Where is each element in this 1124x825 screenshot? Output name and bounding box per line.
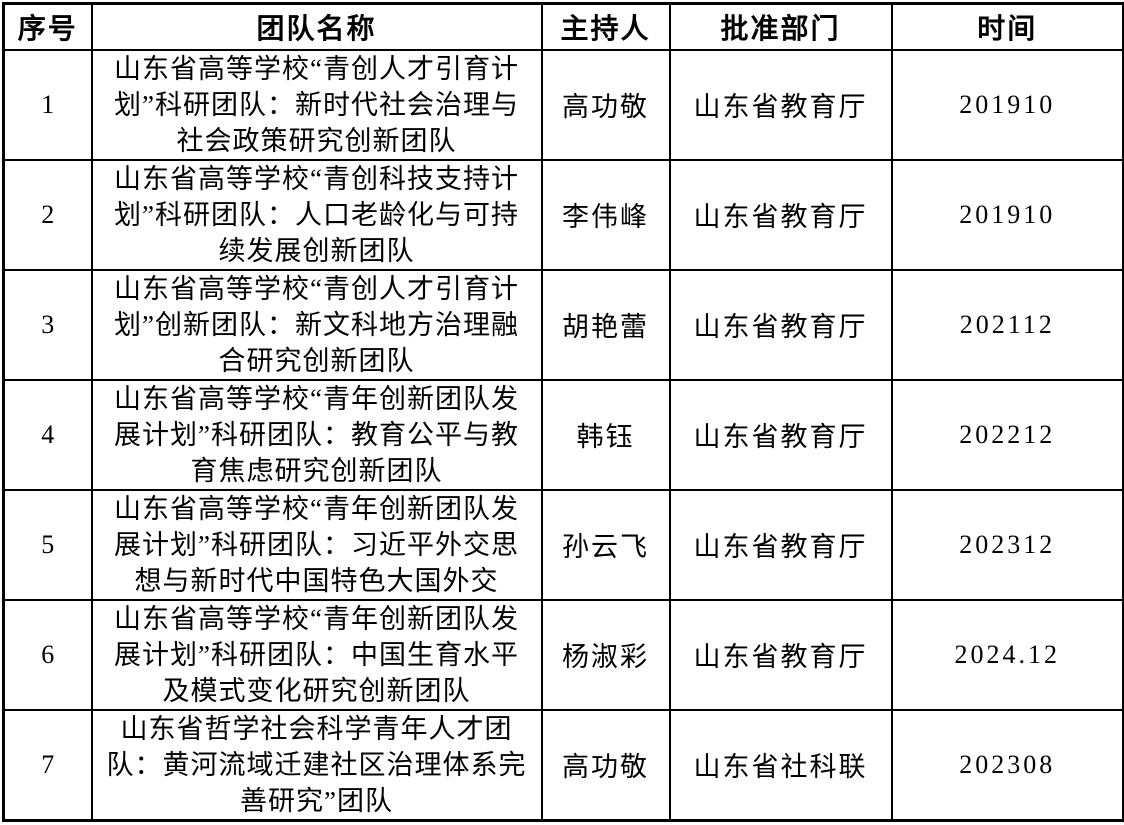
department-cell: 山东省教育厅 (668, 378, 893, 491)
header-leader: 主持人 (540, 2, 671, 51)
table-row: 2 山东省高等学校“青创科技支持计 划”科研团队：人口老龄化与可持 续发展创新团… (2, 158, 1124, 271)
time-cell: 202308 (890, 708, 1124, 821)
header-row: 序号 团队名称 主持人 批准部门 时间 (2, 2, 1124, 51)
table-row: 4 山东省高等学校“青年创新团队发 展计划”科研团队：教育公平与教 育焦虑研究创… (2, 378, 1124, 491)
header-team-name: 团队名称 (90, 2, 543, 51)
department-cell: 山东省教育厅 (668, 488, 893, 601)
seq-cell: 4 (2, 378, 93, 491)
time-cell: 201910 (890, 158, 1124, 271)
leader-cell: 胡艳蕾 (540, 268, 671, 381)
seq-cell: 1 (2, 48, 93, 161)
team-name-cell: 山东省高等学校“青年创新团队发 展计划”科研团队：教育公平与教 育焦虑研究创新团… (90, 378, 543, 491)
seq-cell: 2 (2, 158, 93, 271)
time-cell: 202212 (890, 378, 1124, 491)
leader-cell: 孙云飞 (540, 488, 671, 601)
team-name-cell: 山东省高等学校“青创人才引育计 划”科研团队：新时代社会治理与 社会政策研究创新… (90, 48, 543, 161)
team-name-cell: 山东省高等学校“青创人才引育计 划”创新团队：新文科地方治理融 合研究创新团队 (90, 268, 543, 381)
department-cell: 山东省教育厅 (668, 598, 893, 711)
header-time: 时间 (890, 2, 1124, 51)
time-cell: 2024.12 (890, 598, 1124, 711)
leader-cell: 李伟峰 (540, 158, 671, 271)
team-name-cell: 山东省高等学校“青年创新团队发 展计划”科研团队：中国生育水平 及模式变化研究创… (90, 598, 543, 711)
header-seq: 序号 (2, 2, 93, 51)
seq-cell: 3 (2, 268, 93, 381)
leader-cell: 高功敬 (540, 708, 671, 821)
header-department: 批准部门 (668, 2, 893, 51)
table-row: 6 山东省高等学校“青年创新团队发 展计划”科研团队：中国生育水平 及模式变化研… (2, 598, 1124, 711)
time-cell: 201910 (890, 48, 1124, 161)
leader-cell: 高功敬 (540, 48, 671, 161)
time-cell: 202312 (890, 488, 1124, 601)
team-name-cell: 山东省哲学社会科学青年人才团 队：黄河流域迁建社区治理体系完 善研究”团队 (90, 708, 543, 821)
team-name-cell: 山东省高等学校“青年创新团队发 展计划”科研团队：习近平外交思 想与新时代中国特… (90, 488, 543, 601)
department-cell: 山东省教育厅 (668, 48, 893, 161)
leader-cell: 杨淑彩 (540, 598, 671, 711)
time-cell: 202112 (890, 268, 1124, 381)
department-cell: 山东省教育厅 (668, 268, 893, 381)
department-cell: 山东省社科联 (668, 708, 893, 821)
department-cell: 山东省教育厅 (668, 158, 893, 271)
seq-cell: 6 (2, 598, 93, 711)
seq-cell: 7 (2, 708, 93, 821)
leader-cell: 韩钰 (540, 378, 671, 491)
table-row: 3 山东省高等学校“青创人才引育计 划”创新团队：新文科地方治理融 合研究创新团… (2, 268, 1124, 381)
table-row: 5 山东省高等学校“青年创新团队发 展计划”科研团队：习近平外交思 想与新时代中… (2, 488, 1124, 601)
team-name-cell: 山东省高等学校“青创科技支持计 划”科研团队：人口老龄化与可持 续发展创新团队 (90, 158, 543, 271)
table-row: 7 山东省哲学社会科学青年人才团 队：黄河流域迁建社区治理体系完 善研究”团队 … (2, 708, 1124, 821)
seq-cell: 5 (2, 488, 93, 601)
table-row: 1 山东省高等学校“青创人才引育计 划”科研团队：新时代社会治理与 社会政策研究… (2, 48, 1124, 161)
